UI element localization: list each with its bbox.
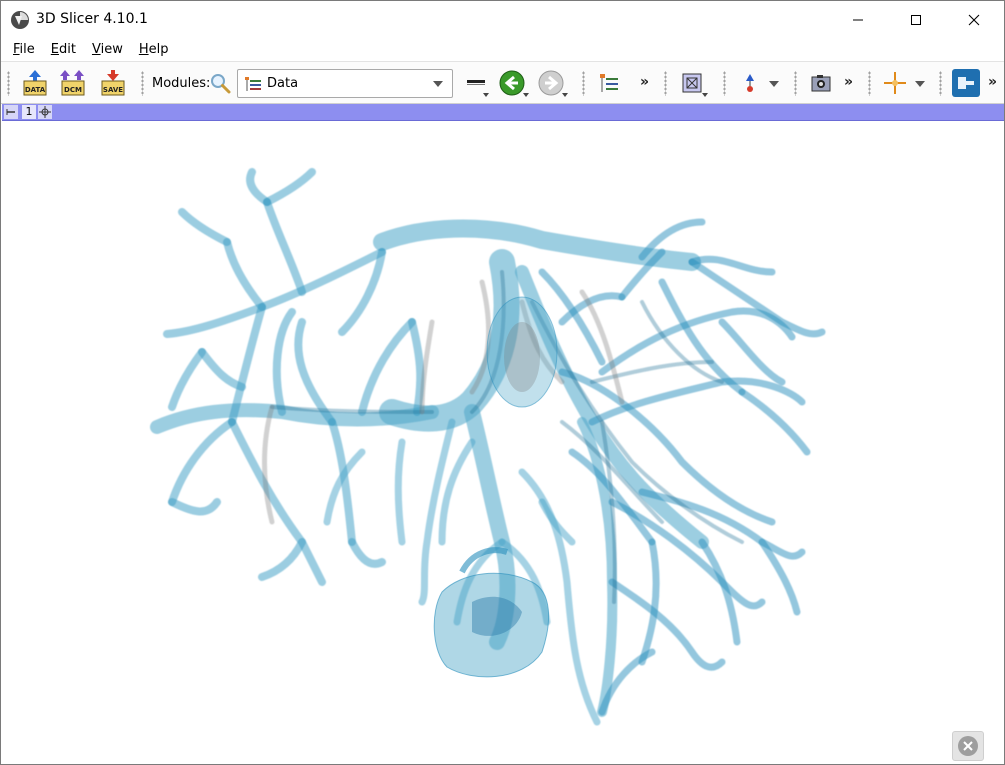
history-icon xyxy=(467,80,485,85)
maximize-icon xyxy=(911,15,921,25)
layout-icon xyxy=(682,73,702,93)
chevron-down-icon[interactable] xyxy=(769,81,779,87)
chevron-down-icon[interactable] xyxy=(915,81,925,87)
close-icon xyxy=(968,14,980,26)
caret-down-icon xyxy=(523,93,529,97)
center-view-icon xyxy=(39,106,51,118)
menu-view[interactable]: View xyxy=(91,42,123,57)
title-bar: 3D Slicer 4.10.1 xyxy=(1,1,1004,39)
maximize-button[interactable] xyxy=(887,1,945,39)
close-window-button[interactable] xyxy=(945,1,1003,39)
more-toolbar-button[interactable]: » xyxy=(640,74,650,90)
save-label: SAVE xyxy=(103,86,123,94)
extension-manager-button[interactable] xyxy=(949,67,983,99)
extensions-button[interactable] xyxy=(592,67,626,99)
search-icon[interactable] xyxy=(209,72,231,94)
mouse-mode-button[interactable] xyxy=(733,67,767,99)
crosshair-icon xyxy=(884,72,906,94)
pin-icon xyxy=(6,109,15,115)
view-options-button[interactable] xyxy=(38,105,52,119)
camera-icon xyxy=(811,75,831,92)
hierarchy-icon xyxy=(600,74,618,92)
toolbar-grip[interactable] xyxy=(723,71,726,96)
load-data-icon: DATA xyxy=(23,70,47,96)
menu-edit[interactable]: Edit xyxy=(50,42,76,57)
close-overlay-button[interactable] xyxy=(952,731,984,761)
forward-button[interactable] xyxy=(534,67,568,99)
chevron-down-icon xyxy=(433,81,443,87)
module-selected-value: Data xyxy=(267,76,299,91)
more-toolbar-button[interactable]: » xyxy=(844,74,854,90)
caret-down-icon xyxy=(562,93,568,97)
toolbar-grip[interactable] xyxy=(868,71,871,96)
dicom-icon: DCM xyxy=(60,70,85,96)
toolbar-grip[interactable] xyxy=(7,71,10,96)
close-circle-icon xyxy=(958,736,978,756)
load-data-button[interactable]: DATA xyxy=(18,67,52,99)
window-title: 3D Slicer 4.10.1 xyxy=(36,11,148,27)
back-button[interactable] xyxy=(495,67,529,99)
save-icon: SAVE xyxy=(101,70,125,96)
view-name-label: 1 xyxy=(22,105,36,119)
caret-down-icon xyxy=(483,93,489,97)
toolbar-grip[interactable] xyxy=(582,71,585,96)
crosshair-button[interactable] xyxy=(878,67,912,99)
3d-view[interactable] xyxy=(2,122,1004,764)
more-toolbar-button[interactable]: » xyxy=(988,74,998,90)
toolbar-grip[interactable] xyxy=(141,71,144,96)
menu-help[interactable]: Help xyxy=(138,42,169,57)
toolbar-grip[interactable] xyxy=(939,71,942,96)
main-toolbar: DATA DCM SAVE Modules: xyxy=(1,61,1004,104)
slicer-logo-icon xyxy=(11,11,29,29)
forward-arrow-icon xyxy=(538,70,564,96)
vessel-model xyxy=(150,168,826,726)
module-history-button[interactable] xyxy=(459,67,493,99)
menu-bar: File Edit View Help xyxy=(1,39,1004,61)
layout-button[interactable] xyxy=(675,67,709,99)
caret-down-icon xyxy=(702,93,708,97)
toolbar-grip[interactable] xyxy=(664,71,667,96)
screenshot-button[interactable] xyxy=(804,67,838,99)
module-selector[interactable]: Data xyxy=(237,69,453,98)
fiducial-icon xyxy=(746,74,754,92)
load-dicom-label: DCM xyxy=(64,86,82,94)
extension-manager-icon xyxy=(952,69,980,97)
save-button[interactable]: SAVE xyxy=(96,67,130,99)
load-data-label: DATA xyxy=(25,86,46,94)
minimize-icon xyxy=(853,19,863,21)
pin-button[interactable] xyxy=(4,105,18,119)
minimize-button[interactable] xyxy=(829,1,887,39)
back-arrow-icon xyxy=(499,70,525,96)
load-dicom-button[interactable]: DCM xyxy=(56,67,90,99)
data-module-icon xyxy=(245,77,261,91)
menu-file[interactable]: File xyxy=(13,42,35,57)
modules-label: Modules: xyxy=(152,76,211,91)
toolbar-grip[interactable] xyxy=(794,71,797,96)
view-controller-bar: 1 xyxy=(2,104,1004,121)
